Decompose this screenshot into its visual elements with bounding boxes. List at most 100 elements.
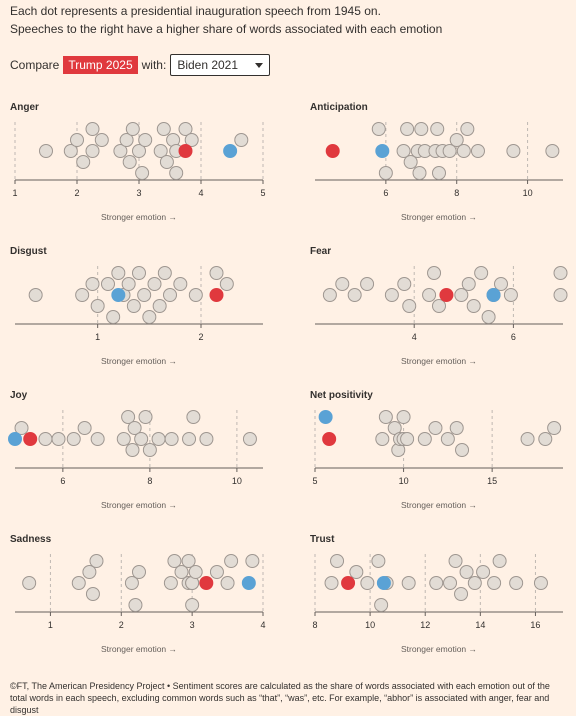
disgust-speech-dot xyxy=(101,277,115,291)
net-positivity-speech-dot xyxy=(417,432,432,446)
sadness-biden-dot xyxy=(241,576,256,590)
anticipation-tick-label: 10 xyxy=(523,188,533,198)
fear-speech-dot xyxy=(397,277,412,291)
joy-trump-dot xyxy=(23,432,38,446)
joy-speech-dot xyxy=(164,432,179,446)
trust-speech-dot xyxy=(330,554,345,568)
speech-select-value: Biden 2021 xyxy=(177,58,239,72)
anticipation-speech-dot xyxy=(449,133,464,147)
anger-speech-dot xyxy=(39,144,53,158)
trust-speech-dot xyxy=(324,576,339,590)
sadness-title: Sadness xyxy=(10,534,52,545)
net-positivity-speech-dot xyxy=(538,432,553,446)
sadness-speech-dot xyxy=(82,565,97,579)
sadness-speech-dot xyxy=(89,554,104,568)
anger-trump-dot xyxy=(178,144,193,158)
sadness-speech-dot xyxy=(71,576,86,590)
net-positivity-speech-dot xyxy=(378,410,393,424)
fear-speech-dot xyxy=(494,277,508,291)
disgust-speech-dot xyxy=(142,310,157,324)
joy-speech-dot xyxy=(125,443,140,457)
fear-speech-dot xyxy=(335,277,350,291)
disgust-biden-dot xyxy=(111,288,126,302)
sadness-speech-dot xyxy=(224,554,239,568)
net-positivity-tick-label: 15 xyxy=(487,476,497,486)
anticipation-speech-dot xyxy=(442,144,457,158)
anger-speech-dot xyxy=(70,133,84,147)
disgust-speech-dot xyxy=(147,277,162,291)
disgust-speech-dot xyxy=(219,277,234,291)
anticipation-speech-dot xyxy=(456,144,471,158)
net-positivity-speech-dot xyxy=(428,421,443,435)
disgust-speech-dot xyxy=(137,288,152,302)
anger-speech-dot xyxy=(119,133,134,147)
speech-select[interactable]: Biden 2021 xyxy=(170,54,271,76)
trust-tick-label: 12 xyxy=(420,620,430,630)
trust-tick-label: 10 xyxy=(365,620,375,630)
anticipation-speech-dot xyxy=(378,166,393,180)
joy-biden-dot xyxy=(8,432,22,446)
disgust-speech-dot xyxy=(75,288,90,302)
disgust-axis-caption: Stronger emotion → xyxy=(101,356,177,366)
net-positivity-biden-dot xyxy=(318,410,333,424)
net-positivity-speech-dot xyxy=(396,410,411,424)
sadness-speech-dot xyxy=(245,554,260,568)
anger-speech-dot xyxy=(178,122,193,136)
joy-speech-dot xyxy=(186,410,201,424)
sadness-speech-dot xyxy=(85,587,100,601)
fear-speech-dot xyxy=(461,277,476,291)
net-positivity-speech-dot xyxy=(400,432,415,446)
sadness-trump-dot xyxy=(199,576,214,590)
sadness-speech-dot xyxy=(181,554,196,568)
trust-speech-dot xyxy=(443,576,458,590)
anger-speech-dot xyxy=(85,122,100,136)
joy-speech-dot xyxy=(77,421,92,435)
joy-speech-dot xyxy=(116,432,131,446)
sadness-speech-dot xyxy=(22,576,37,590)
fear-speech-dot xyxy=(466,299,481,313)
disgust-speech-dot xyxy=(132,266,146,280)
anger-tick-label: 5 xyxy=(260,188,265,198)
joy-tick-label: 10 xyxy=(232,476,242,486)
anticipation-biden-dot xyxy=(375,144,390,158)
anticipation-speech-dot xyxy=(371,122,386,136)
trust-speech-dot xyxy=(401,576,416,590)
fear-axis-caption: Stronger emotion → xyxy=(401,356,477,366)
joy-speech-dot xyxy=(151,432,166,446)
disgust-speech-dot xyxy=(121,277,136,291)
anger-speech-dot xyxy=(125,122,140,136)
joy-speech-dot xyxy=(242,432,257,446)
fear-speech-dot xyxy=(322,288,337,302)
fear-tick-label: 4 xyxy=(412,332,417,342)
disgust-speech-dot xyxy=(106,310,121,324)
net-positivity-tick-label: 5 xyxy=(312,476,317,486)
anticipation-tick-label: 8 xyxy=(454,188,459,198)
fear-biden-dot xyxy=(486,288,501,302)
anticipation-speech-dot xyxy=(403,155,418,169)
anticipation-axis-caption: Stronger emotion → xyxy=(401,212,477,222)
trust-speech-dot xyxy=(371,554,386,568)
trust-title: Trust xyxy=(310,534,335,545)
sadness-tick-label: 2 xyxy=(119,620,124,630)
joy-speech-dot xyxy=(14,421,29,435)
anticipation-trump-dot xyxy=(325,144,340,158)
anticipation-tick-label: 6 xyxy=(383,188,388,198)
sadness-speech-dot xyxy=(132,565,146,579)
disgust-speech-dot xyxy=(111,266,126,280)
joy-speech-dot xyxy=(199,432,214,446)
sadness-axis-caption: Stronger emotion → xyxy=(101,644,177,654)
anger-speech-dot xyxy=(184,133,199,147)
fear-speech-dot xyxy=(384,288,399,302)
anger-speech-dot xyxy=(234,133,249,147)
sadness-speech-dot xyxy=(188,565,203,579)
joy-speech-dot xyxy=(66,432,81,446)
anger-speech-dot xyxy=(169,166,184,180)
joy-speech-dot xyxy=(134,432,149,446)
compare-controls: Compare Trump 2025 with: Biden 2021 xyxy=(10,52,271,78)
anger-speech-dot xyxy=(135,166,150,180)
anger-tick-label: 4 xyxy=(198,188,203,198)
joy-speech-dot xyxy=(121,410,136,424)
anticipation-speech-dot xyxy=(506,144,521,158)
net-positivity-speech-dot xyxy=(455,443,470,457)
anger-speech-dot xyxy=(94,133,109,147)
